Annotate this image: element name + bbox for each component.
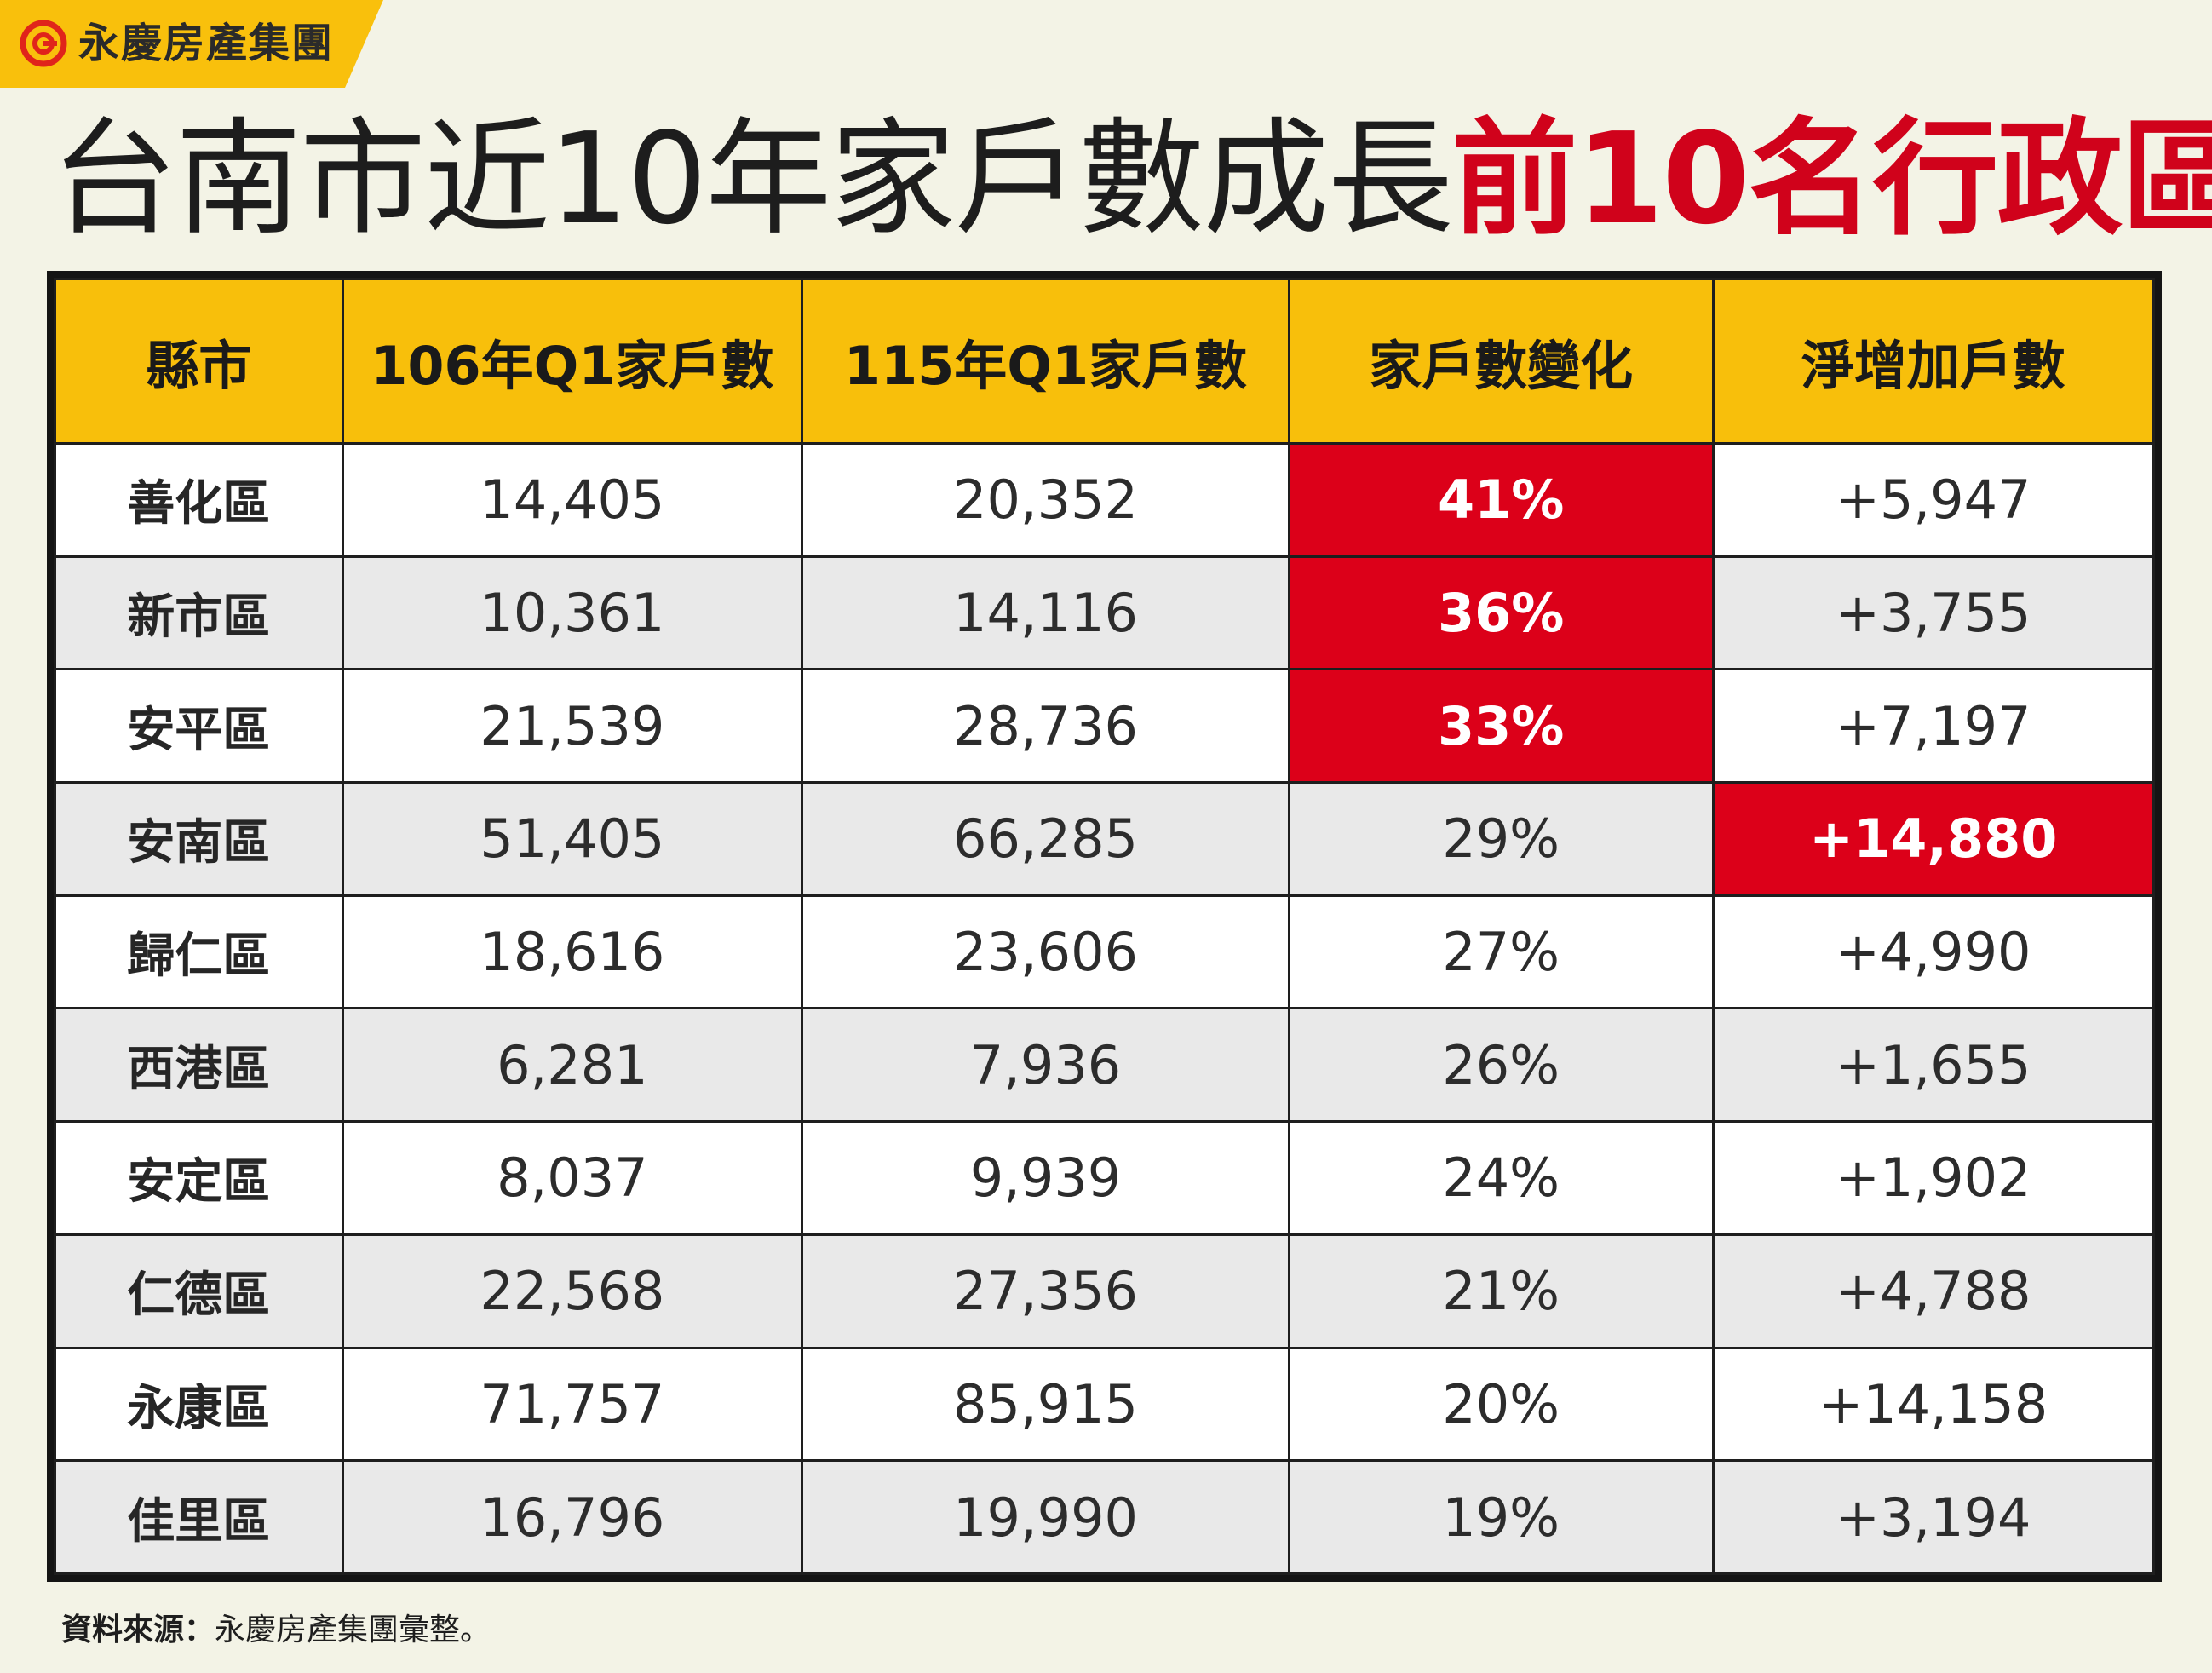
page-title: 台南市近10年家戶數成長前10名行政區 [51,111,2212,247]
table-row: 安平區 21,539 28,736 33% +7,197 [54,668,2156,785]
table-row: 新市區 10,361 14,116 36% +3,755 [54,555,2156,671]
q1-115-cell: 23,606 [801,894,1290,1010]
net-cell: +1,902 [1711,1120,2156,1236]
table-row: 佳里區 16,796 19,990 19% +3,194 [54,1459,2156,1575]
net-cell: +4,788 [1711,1233,2156,1349]
title-highlight: 前10名行政區 [1451,106,2212,252]
household-growth-table: 縣市 106年Q1家戶數 115年Q1家戶數 家戶數變化 淨增加戶數 善化區 1… [47,271,2162,1582]
change-cell: 29% [1287,781,1715,897]
table-row: 歸仁區 18,616 23,606 27% +4,990 [54,894,2156,1010]
change-cell: 24% [1287,1120,1715,1236]
change-cell: 36% [1287,555,1715,671]
area-cell: 佳里區 [54,1459,344,1575]
title-main: 台南市近10年家戶數成長 [51,106,1453,252]
net-cell: +7,197 [1711,668,2156,785]
q1-115-cell: 14,116 [801,555,1290,671]
q1-115-cell: 20,352 [801,442,1290,558]
change-cell: 21% [1287,1233,1715,1349]
header-change: 家戶數變化 [1287,278,1715,445]
q1-115-cell: 85,915 [801,1346,1290,1463]
q1-115-cell: 66,285 [801,781,1290,897]
brand-name: 永慶房產集團 [78,20,335,67]
q1-106-cell: 14,405 [341,442,804,558]
source-note: 資料來源：永慶房產集團彙整。 [61,1605,491,1656]
area-cell: 歸仁區 [54,894,344,1010]
table-row: 安定區 8,037 9,939 24% +1,902 [54,1120,2156,1236]
change-cell: 26% [1287,1007,1715,1124]
net-cell: +14,880 [1711,781,2156,897]
header-area: 縣市 [54,278,344,445]
source-label: 資料來源： [61,1613,215,1647]
source-text: 永慶房產集團彙整。 [215,1613,491,1647]
area-cell: 安平區 [54,668,344,785]
q1-106-cell: 71,757 [341,1346,804,1463]
table-row: 仁德區 22,568 27,356 21% +4,788 [54,1233,2156,1349]
table-header-row: 縣市 106年Q1家戶數 115年Q1家戶數 家戶數變化 淨增加戶數 [54,278,2156,445]
area-cell: 安定區 [54,1120,344,1236]
q1-106-cell: 51,405 [341,781,804,897]
change-cell: 27% [1287,894,1715,1010]
q1-115-cell: 28,736 [801,668,1290,785]
table-row: 善化區 14,405 20,352 41% +5,947 [54,442,2156,558]
area-cell: 仁德區 [54,1233,344,1349]
q1-106-cell: 16,796 [341,1459,804,1575]
area-cell: 安南區 [54,781,344,897]
change-cell: 20% [1287,1346,1715,1463]
area-cell: 新市區 [54,555,344,671]
net-cell: +3,194 [1711,1459,2156,1575]
q1-115-cell: 27,356 [801,1233,1290,1349]
area-cell: 西港區 [54,1007,344,1124]
change-cell: 33% [1287,668,1715,785]
area-cell: 永康區 [54,1346,344,1463]
q1-115-cell: 9,939 [801,1120,1290,1236]
header-q1-106: 106年Q1家戶數 [341,278,804,445]
header-net-increase: 淨增加戶數 [1711,278,2156,445]
net-cell: +5,947 [1711,442,2156,558]
header-q1-115: 115年Q1家戶數 [801,278,1290,445]
change-cell: 41% [1287,442,1715,558]
q1-106-cell: 6,281 [341,1007,804,1124]
q1-106-cell: 18,616 [341,894,804,1010]
net-cell: +14,158 [1711,1346,2156,1463]
q1-106-cell: 21,539 [341,668,804,785]
q1-106-cell: 22,568 [341,1233,804,1349]
q1-106-cell: 8,037 [341,1120,804,1236]
table-row: 永康區 71,757 85,915 20% +14,158 [54,1346,2156,1463]
area-cell: 善化區 [54,442,344,558]
net-cell: +4,990 [1711,894,2156,1010]
change-cell: 19% [1287,1459,1715,1575]
table-row: 安南區 51,405 66,285 29% +14,880 [54,781,2156,897]
q1-115-cell: 19,990 [801,1459,1290,1575]
net-cell: +1,655 [1711,1007,2156,1124]
table-row: 西港區 6,281 7,936 26% +1,655 [54,1007,2156,1124]
brand-circle-logo-icon [20,20,67,67]
q1-106-cell: 10,361 [341,555,804,671]
q1-115-cell: 7,936 [801,1007,1290,1124]
net-cell: +3,755 [1711,555,2156,671]
